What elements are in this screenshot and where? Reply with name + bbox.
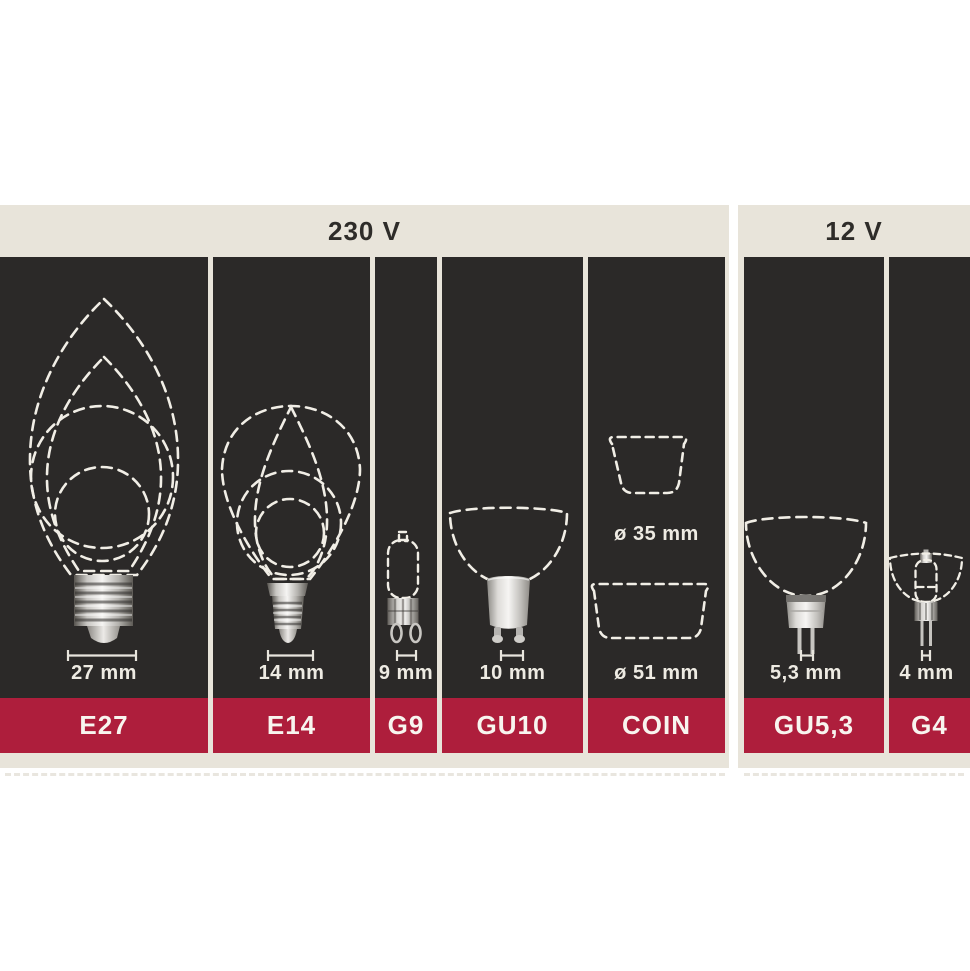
- e14-dashed-bulb-shapes: [220, 404, 362, 581]
- g4-metal-base: [914, 602, 938, 646]
- g4-bulb-illustration: [889, 549, 964, 661]
- e27-metal-screw-base: [74, 575, 133, 643]
- size-label-coin-51: ø 51 mm: [614, 662, 699, 684]
- column-e14: 14 mm: [213, 257, 370, 698]
- gu10-metal-base: [487, 576, 530, 643]
- size-label-g9: 9 mm: [378, 662, 434, 684]
- group-230v: 230 V: [0, 205, 729, 768]
- coin-dashed-shapes: [590, 435, 710, 640]
- socket-label-gu10: GU10: [442, 698, 583, 753]
- socket-label-e27: E27: [0, 698, 208, 753]
- socket-label-coin-text: COIN: [622, 710, 691, 740]
- size-ruler: [920, 650, 932, 661]
- socket-label-e14: E14: [213, 698, 370, 753]
- socket-label-g4-text: G4: [911, 710, 948, 740]
- socket-label-g9-text: G9: [387, 710, 425, 740]
- socket-label-e27-text: E27: [79, 710, 129, 740]
- size-ruler: [799, 650, 815, 661]
- size-ruler: [395, 650, 418, 661]
- column-gu53: 5,3 mm: [744, 257, 884, 698]
- gu53-bulb-illustration: [744, 515, 868, 661]
- socket-label-g9: G9: [375, 698, 437, 753]
- dotted-separator-left: [5, 773, 725, 776]
- socket-label-coin: COIN: [588, 698, 725, 753]
- size-label-gu53: 5,3 mm: [770, 662, 842, 684]
- column-gu10: 10 mm: [442, 257, 583, 698]
- size-label-e27: 27 mm: [71, 662, 137, 684]
- size-label-g4: 4 mm: [899, 662, 954, 684]
- g9-bulb-illustration: [386, 530, 422, 661]
- gu10-bulb-illustration: [448, 506, 569, 661]
- size-label-e14: 14 mm: [258, 662, 325, 684]
- socket-label-gu10-text: GU10: [476, 710, 549, 740]
- e27-bulb-illustration: [28, 297, 180, 661]
- g9-dashed-capsule: [386, 530, 420, 600]
- g4-dashed-shapes: [889, 552, 964, 604]
- socket-label-g4: G4: [889, 698, 970, 753]
- socket-label-gu53: GU5,3: [744, 698, 884, 753]
- group-12v: 12 V: [738, 205, 970, 768]
- column-g9: 9 mm: [375, 257, 437, 698]
- coin-module-illustration: [590, 435, 710, 640]
- e14-metal-screw-base: [267, 583, 308, 643]
- e27-dashed-bulb-shapes: [28, 297, 180, 577]
- dotted-separator-right: [744, 773, 964, 776]
- socket-label-gu53-text: GU5,3: [773, 710, 855, 740]
- e14-bulb-illustration: [220, 404, 362, 661]
- voltage-header-12v: 12 V: [825, 215, 883, 246]
- gu10-dashed-reflector: [448, 506, 569, 586]
- voltage-header-230v: 230 V: [328, 215, 401, 246]
- socket-label-e14-text: E14: [266, 710, 317, 740]
- column-coin: ø 35 mm ø 51 mm: [588, 257, 725, 698]
- column-e27: 27 mm: [0, 257, 208, 698]
- size-ruler: [499, 650, 525, 661]
- size-label-coin-35: ø 35 mm: [614, 523, 699, 545]
- g4-metal-cap: [920, 549, 932, 563]
- gu53-dashed-reflector: [744, 515, 868, 598]
- size-ruler: [66, 650, 138, 661]
- size-label-gu10: 10 mm: [479, 662, 546, 684]
- column-g4: 4 mm: [889, 257, 970, 698]
- gu53-metal-base: [786, 595, 826, 654]
- size-ruler: [266, 650, 315, 661]
- g9-metal-base: [387, 598, 422, 644]
